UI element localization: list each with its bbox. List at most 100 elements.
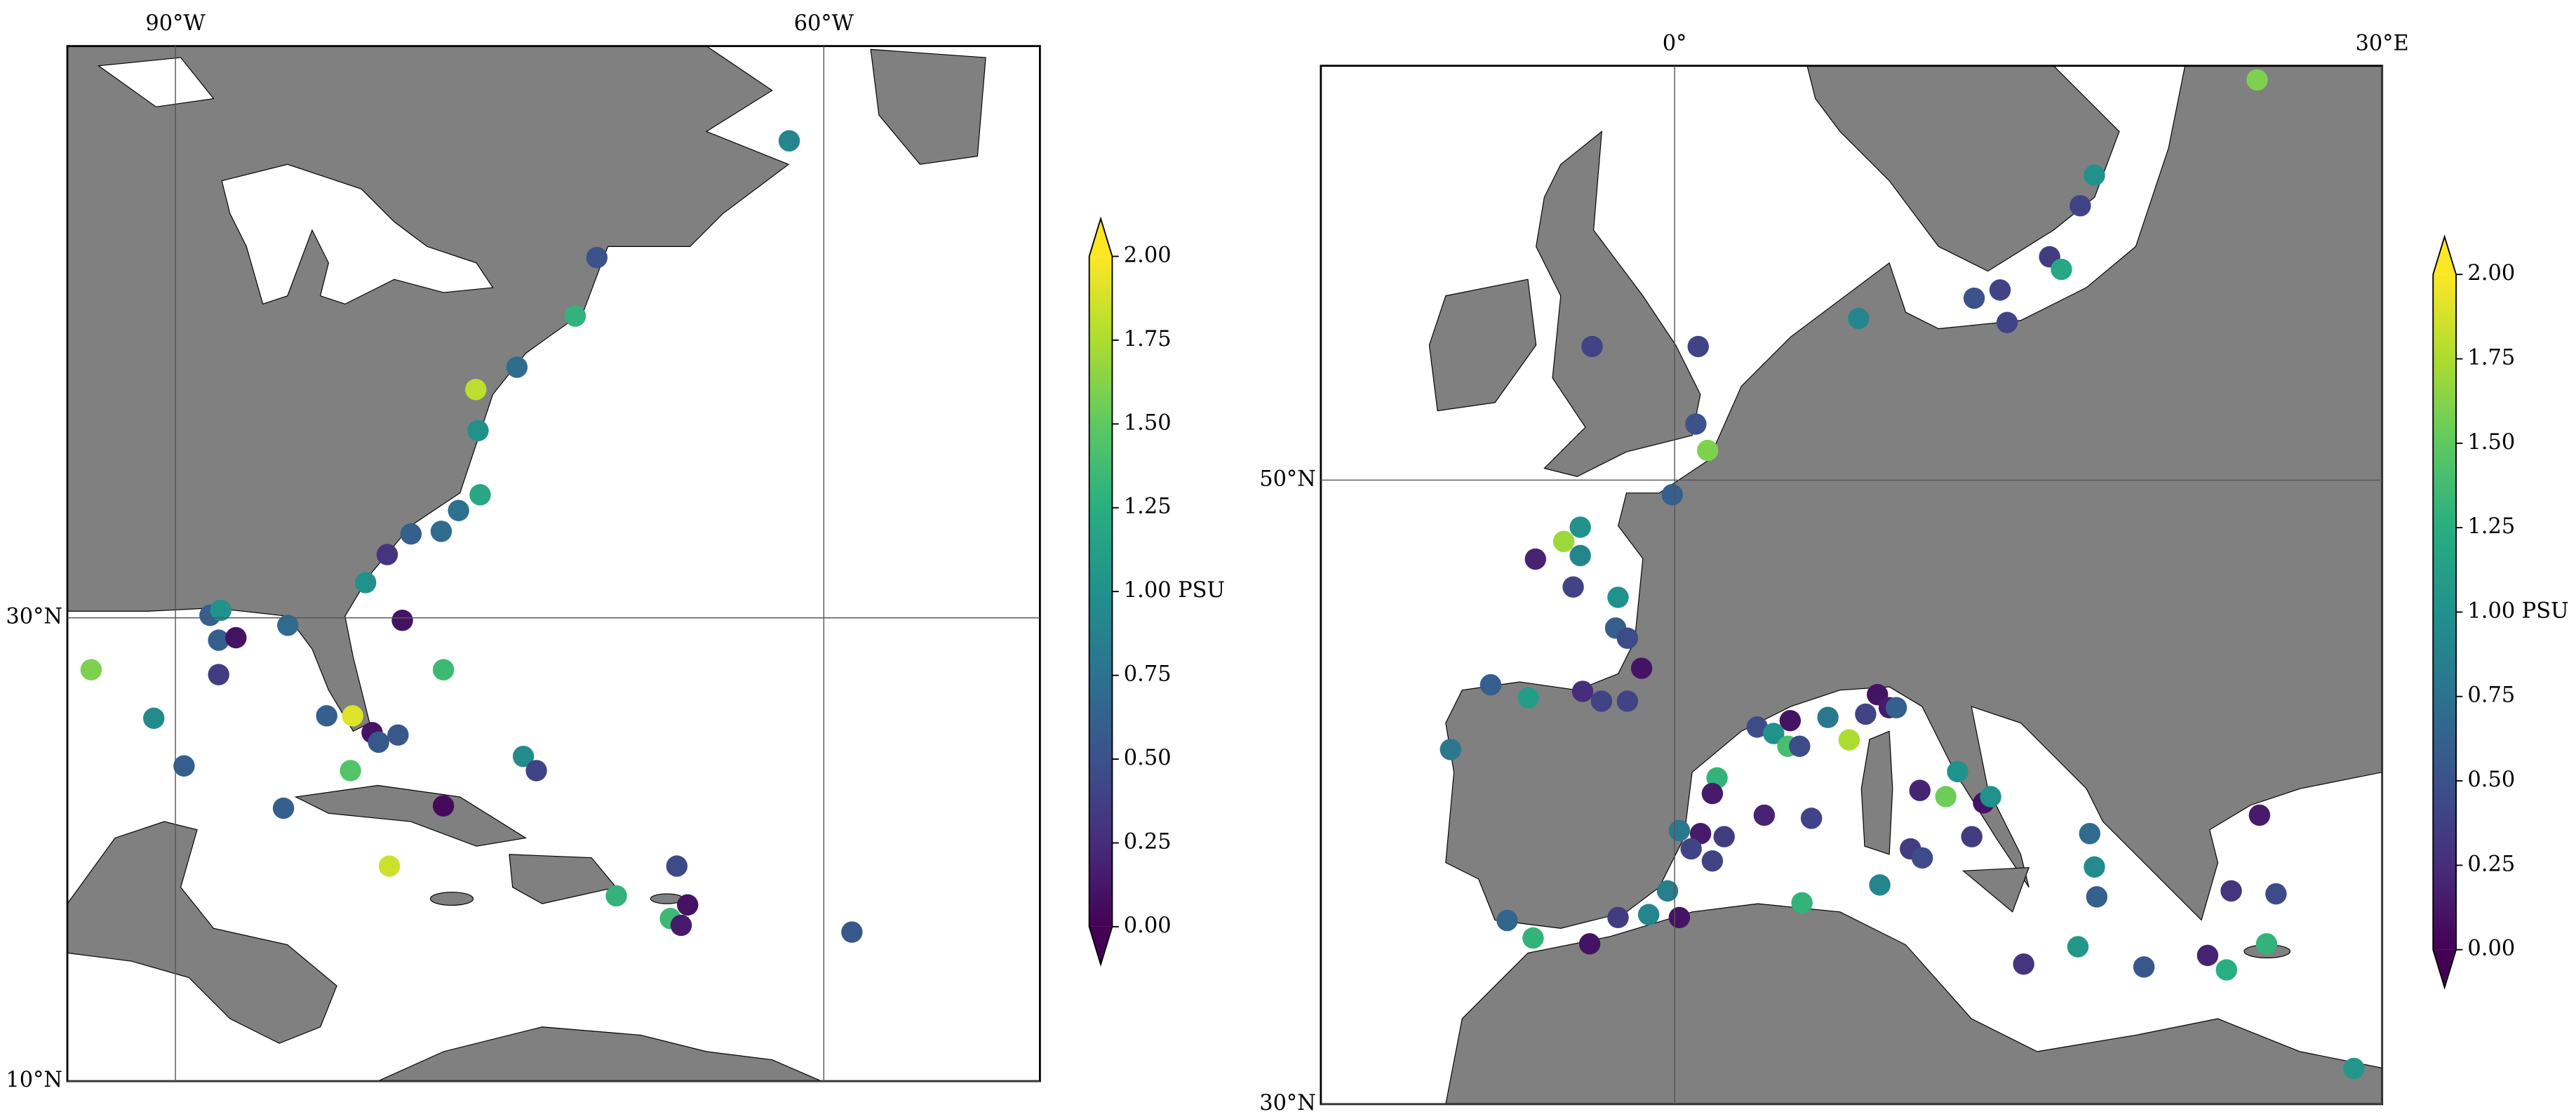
- station-point: [1607, 906, 1629, 929]
- points-americas: [80, 130, 863, 943]
- colorbar-tick-label: 1.00: [2467, 598, 2515, 623]
- station-point: [340, 760, 361, 782]
- station-point: [1701, 850, 1724, 872]
- station-point: [1789, 735, 1811, 757]
- station-point: [1569, 516, 1591, 538]
- station-point: [391, 609, 413, 631]
- station-point: [525, 760, 547, 782]
- station-point: [1947, 760, 1968, 783]
- station-point: [469, 484, 491, 506]
- station-point: [1701, 782, 1724, 805]
- station-point: [1517, 687, 1539, 709]
- hispaniola: [509, 854, 617, 904]
- station-point: [1689, 823, 1712, 845]
- station-point: [1616, 627, 1639, 649]
- station-point: [1869, 874, 1891, 896]
- station-point: [1911, 847, 1933, 869]
- colorbar: 0.00 0.25 0.50 0.75 1.00 1.25 1.50 1.75 2.00 PSU: [1088, 216, 1225, 967]
- station-point: [430, 521, 452, 542]
- colorbar-tick-label: 1.50: [2467, 430, 2515, 455]
- station-point: [1989, 279, 2011, 301]
- station-point: [841, 921, 863, 943]
- station-point: [2084, 856, 2105, 878]
- station-point: [1630, 657, 1653, 679]
- colorbar-tick-label: 1.25: [2467, 514, 2515, 539]
- great-britain: [1536, 130, 1701, 477]
- sicily: [1961, 866, 2030, 913]
- station-point: [2343, 1057, 2365, 1080]
- station-point: [1685, 413, 1707, 435]
- colorbar-label: PSU: [1178, 578, 1225, 603]
- station-point: [1581, 335, 1603, 358]
- station-point: [2067, 936, 2089, 958]
- station-point: [342, 705, 363, 727]
- x-tick-label: 90°W: [145, 11, 206, 36]
- colorbar-tick-label: 0.50: [1124, 746, 1172, 770]
- station-point: [1552, 530, 1575, 552]
- station-point: [1935, 786, 1957, 808]
- station-point: [1817, 706, 1839, 728]
- station-point: [1753, 804, 1776, 826]
- station-point: [376, 544, 398, 565]
- station-point: [1562, 576, 1584, 598]
- colorbar-extend-min: [2433, 949, 2457, 988]
- corsica-sardinia: [1860, 730, 1893, 855]
- colorbar-label: PSU: [2522, 598, 2569, 623]
- station-point: [1661, 483, 1683, 506]
- colorbar-tick-label: 0.00: [1124, 913, 1172, 938]
- station-point: [208, 664, 229, 685]
- station-point: [1800, 808, 1823, 829]
- axes: 90°W 60°W 10°N 30°N: [6, 11, 1040, 1092]
- station-point: [1779, 709, 1802, 732]
- y-tick-label: 30°N: [6, 605, 62, 629]
- station-point: [1746, 716, 1768, 738]
- station-point: [277, 615, 299, 636]
- station-point: [1687, 335, 1709, 358]
- south-america: [377, 1026, 822, 1082]
- colorbar-tick-label: 0.50: [2467, 768, 2515, 792]
- station-point: [586, 246, 608, 269]
- station-point: [1848, 307, 1870, 330]
- station-point: [432, 795, 455, 817]
- lake: [97, 57, 215, 107]
- station-point: [1668, 819, 1691, 842]
- station-point: [1668, 906, 1691, 929]
- station-point: [1791, 892, 1813, 914]
- colorbar: 0.00 0.25 0.50 0.75 1.00 1.25 1.50 1.75 2.00 PSU: [2432, 234, 2569, 990]
- station-point: [1440, 739, 1461, 760]
- colorbar-extend-max: [1089, 218, 1113, 257]
- station-point: [2220, 880, 2242, 902]
- station-point: [1961, 826, 1983, 847]
- great-lakes: [221, 163, 494, 305]
- station-point: [670, 914, 692, 937]
- africa: [1445, 903, 2382, 1104]
- station-point: [605, 885, 627, 907]
- colorbar-fill: [1089, 256, 1113, 927]
- map-americas: [67, 46, 1040, 1082]
- station-point: [467, 420, 489, 442]
- station-point: [1855, 703, 1877, 725]
- station-point: [400, 523, 422, 545]
- station-point: [387, 724, 409, 746]
- station-point: [272, 797, 295, 819]
- colorbar-fill: [2433, 274, 2457, 950]
- colorbar-tick-label: 0.25: [2467, 852, 2515, 876]
- colorbar-tick-label: 1.75: [2467, 346, 2515, 370]
- station-point: [173, 755, 195, 777]
- station-point: [1524, 548, 1546, 570]
- station-point: [1996, 311, 2018, 333]
- station-point: [143, 707, 165, 729]
- station-point: [1480, 674, 1502, 696]
- station-point: [506, 356, 528, 378]
- station-point: [1980, 786, 2001, 808]
- map-europe: [1320, 65, 2382, 1104]
- station-point: [2079, 823, 2101, 845]
- axes: 0° 30°E 30°N 50°N: [1259, 31, 2409, 1115]
- station-point: [1607, 587, 1629, 608]
- station-point: [2248, 804, 2271, 826]
- colorbar-tick-label: 2.00: [2467, 261, 2515, 286]
- colorbar-tick-label: 1.00: [1124, 578, 1172, 603]
- station-point: [2215, 959, 2238, 981]
- station-point: [1496, 909, 1518, 932]
